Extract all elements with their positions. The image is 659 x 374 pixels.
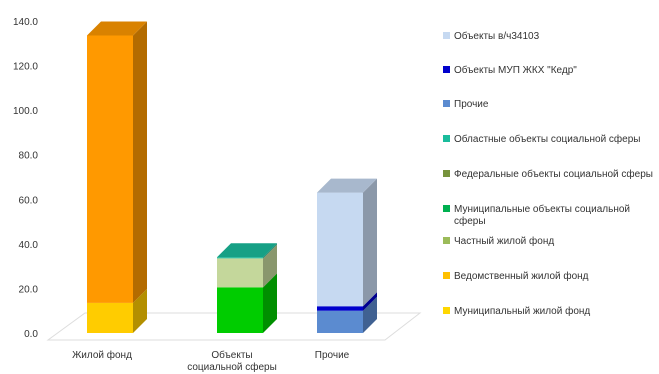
bar-front-face [217,257,263,259]
bar-front-face [217,258,263,288]
bar-segment-объекты-в-ч34103 [317,178,377,307]
y-tick-label: 60.0 [19,195,39,206]
bar-side-face [363,296,377,333]
bar-top-face [217,243,277,258]
legend-item-областные-объекты-социальной-сферы: Областные объекты социальной сферы [443,133,640,145]
legend-label: Ведомственный жилой фонд [454,270,589,282]
legend-swatch [443,100,450,107]
legend-label: Объекты МУП ЖКХ "Кедр" [454,64,577,76]
bar-segment-областные-объекты-социальной-сферы [217,243,277,259]
legend-item-прочие: Прочие [443,99,489,110]
y-tick-label: 20.0 [19,284,39,295]
legend-swatch [443,32,450,39]
legend-label: Объекты в/ч34103 [454,30,540,42]
legend-label: Частный жилой фонд [454,235,554,247]
legend-label: Прочие [454,99,489,110]
legend-item-ведомственный-жилой-фонд: Ведомственный жилой фонд [443,270,589,282]
x-tick-label: Жилой фонд [72,349,132,361]
legend-swatch [443,272,450,279]
x-tick-label: Объекты социальной сферы [187,349,277,373]
y-tick-label: 100.0 [13,106,38,117]
bar-segment-частный-жилой-фонд [87,21,147,303]
y-tick-label: 140.0 [13,17,38,28]
bar-segment-ведомственный-жилой-фонд [87,288,147,333]
legend-item-муниципальные-объекты-социальной-сферы: Муниципальные объекты социальной сферы [443,203,630,227]
legend-swatch [443,237,450,244]
bar-segment-объекты-муп-жкх-кедр [317,292,377,311]
legend-swatch [443,135,450,142]
y-tick-label: 0.0 [24,329,38,340]
legend-item-частный-жилой-фонд: Частный жилой фонд [443,235,554,247]
legend-item-федеральные-объекты-социальной-сферы: Федеральные объекты социальной сферы [443,168,653,180]
bar-side-face [263,243,277,259]
y-tick-label: 40.0 [19,240,39,251]
bar-front-face [317,306,363,311]
bar-top-face [87,21,147,36]
bar-side-face [363,292,377,311]
y-tick-label: 120.0 [13,62,38,73]
legend-item-муниципальный-жилой-фонд: Муниципальный жилой фонд [443,305,590,317]
legend-item-объекты-муп-жкх-кедр: Объекты МУП ЖКХ "Кедр" [443,64,577,76]
legend-swatch [443,307,450,314]
legend-label: Областные объекты социальной сферы [454,133,640,145]
y-axis: 0.0 20.0 40.0 60.0 80.0 100.0 120.0 140.0 [13,17,38,340]
bar-stack-объекты-социальной-сферы [217,243,277,333]
legend-swatch [443,205,450,212]
x-tick-label: Прочие [315,350,350,361]
bars [87,21,377,333]
bar-front-face [317,192,363,307]
bar-stack-жилой-фонд [87,21,147,333]
legend-label: Муниципальные объекты социальной сферы [454,203,630,227]
y-tick-label: 80.0 [19,151,39,162]
legend-label: Муниципальный жилой фонд [454,305,590,317]
bar-side-face [263,244,277,288]
bar-segment-муниципальные-объекты-социальной-сферы [217,273,277,333]
bar-stack-прочие [317,178,377,333]
bar-front-face [87,302,133,333]
bar-segment-прочие [317,296,377,333]
legend-swatch [443,66,450,73]
legend: Объекты в/ч34103 Объекты МУП ЖКХ "Кедр" Пр… [443,30,653,317]
bar-side-face [363,178,377,307]
bar-front-face [317,310,363,333]
bar-side-face [133,288,147,333]
legend-label: Федеральные объекты социальной сферы [454,168,653,180]
bar-front-face [87,35,133,303]
bar-segment-федеральные-объекты-социальной-сферы [217,244,277,288]
x-axis: Жилой фонд Объекты социальной сферы Прочие [72,349,350,373]
bar-front-face [217,287,263,333]
legend-item-объекты-в-ч34103: Объекты в/ч34103 [443,30,540,42]
bar-top-face [317,178,377,193]
legend-swatch [443,170,450,177]
bar-side-face [263,273,277,333]
bar-side-face [133,21,147,303]
